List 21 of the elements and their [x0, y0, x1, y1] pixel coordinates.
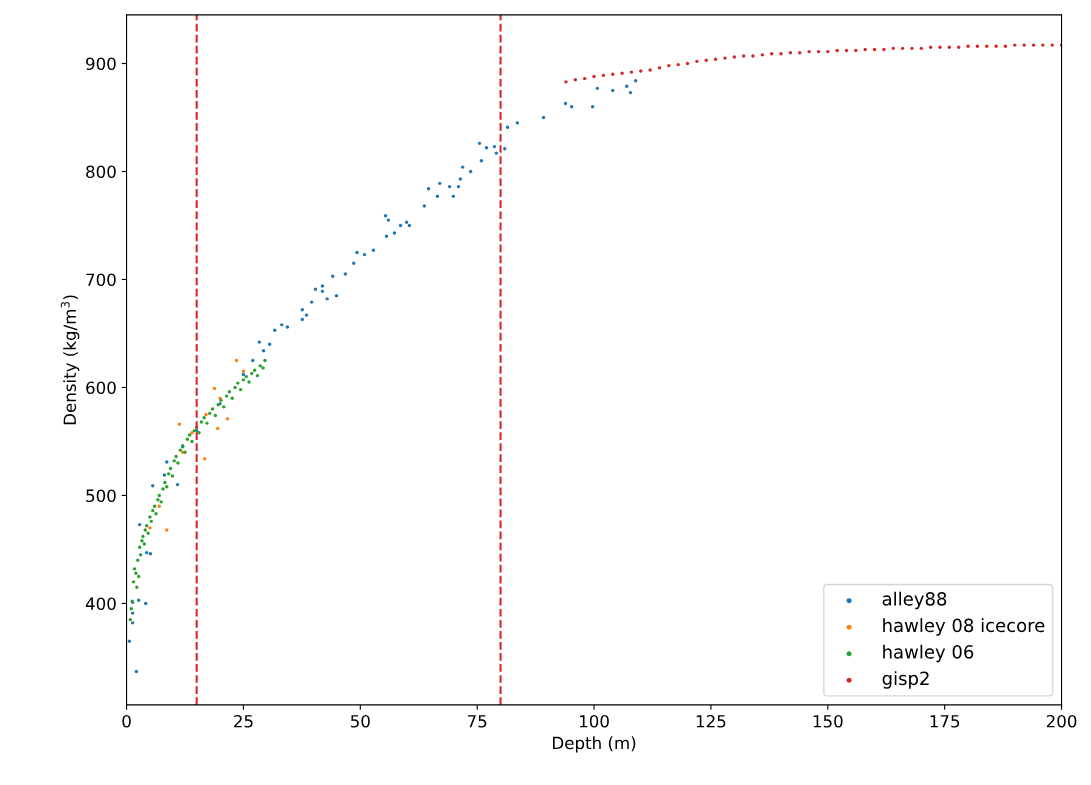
y-axis-title: Density (kg/m$^{3}$): [60, 295, 80, 425]
x-tick-label: 150: [813, 714, 843, 728]
y-tick-label: 700: [86, 273, 116, 287]
x-axis-title: Depth (m): [553, 736, 636, 753]
y-tick-label: 900: [86, 57, 116, 71]
y-tick-label: 500: [86, 489, 116, 503]
x-tick-label: 50: [350, 714, 370, 728]
legend-label: gisp2: [882, 671, 929, 689]
x-tick-label: 100: [579, 714, 609, 728]
legend-label: alley88: [882, 591, 947, 610]
x-tick-label: 125: [696, 714, 726, 728]
y-tick-label: 800: [86, 165, 116, 179]
x-tick-label: 200: [1046, 714, 1077, 728]
x-tick-label: 175: [930, 715, 960, 728]
legend-label: hawley 08 icecore: [883, 618, 1045, 636]
y-tick-label: 400: [85, 597, 116, 610]
x-tick-label: 75: [467, 715, 487, 728]
x-tick-label: 0: [122, 714, 131, 728]
y-tick-label: 600: [86, 381, 116, 395]
x-tick-label: 25: [234, 714, 253, 728]
legend-label: hawley 06: [883, 644, 974, 663]
